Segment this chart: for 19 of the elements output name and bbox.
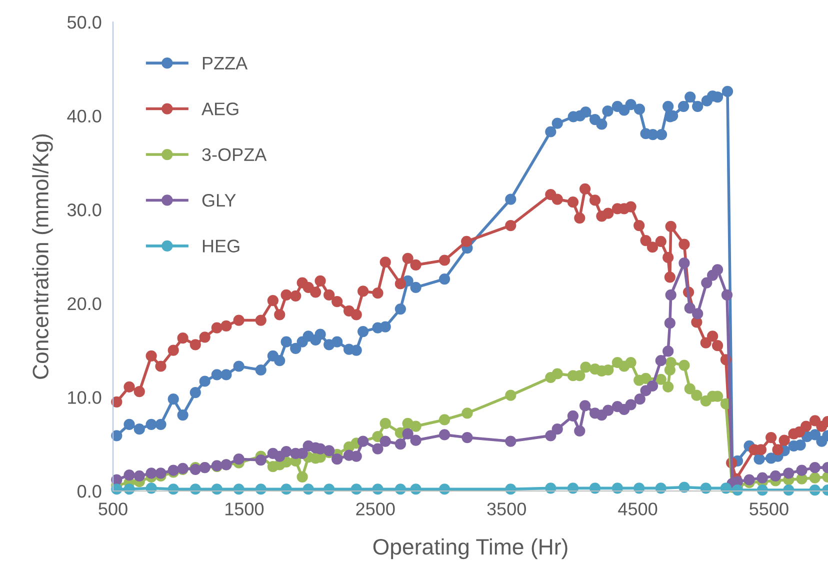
x-axis-title: Operating Time (Hr)	[373, 538, 568, 560]
x-tick-label: 1500	[225, 502, 264, 516]
y-tick-label: 20.0	[68, 297, 102, 310]
x-tick-label: 500	[98, 502, 128, 516]
y-axis-title: Concentration (mmol/Kg)	[32, 134, 53, 379]
x-tick-label: 2500	[356, 502, 395, 516]
x-tick-label: 5500	[750, 502, 788, 516]
y-tick-label: 40.0	[67, 110, 102, 123]
y-tick-label: 0.0	[77, 484, 102, 498]
legend-label: GLY	[202, 194, 236, 207]
y-tick-label: 50.0	[67, 16, 102, 29]
x-tick-label: 3500	[487, 502, 526, 516]
legend-label: 3-OPZA	[202, 148, 267, 162]
legend-label: HEG	[202, 240, 240, 252]
y-tick-label: 30.0	[67, 204, 102, 216]
legend-label: PZZA	[202, 56, 248, 70]
legend-label: AEG	[202, 102, 238, 116]
y-tick-label: 10.0	[68, 391, 102, 404]
x-tick-label: 4500	[618, 502, 658, 516]
